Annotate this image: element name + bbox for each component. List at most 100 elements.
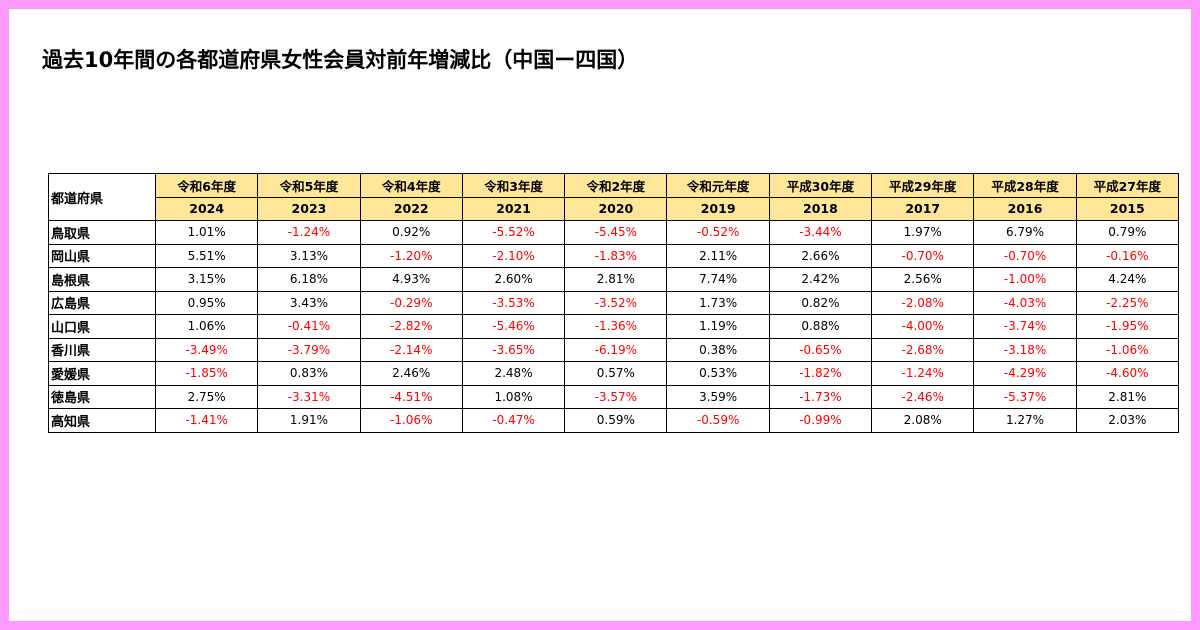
change-value-cell: -1.95% <box>1075 314 1179 339</box>
change-value-cell: 3.43% <box>257 290 361 315</box>
change-value-cell: 0.95% <box>154 290 259 315</box>
change-value-cell: -2.25% <box>1075 290 1179 315</box>
change-value-cell: 2.60% <box>461 267 566 292</box>
change-value-cell: -1.20% <box>359 243 463 268</box>
change-value-cell: 3.59% <box>666 384 770 409</box>
change-value-cell: -3.49% <box>154 337 259 362</box>
change-value-cell: 2.11% <box>666 243 770 268</box>
change-value-cell: 1.08% <box>461 384 566 409</box>
change-value-cell: -2.46% <box>871 384 975 409</box>
change-value-cell: -4.60% <box>1075 361 1179 386</box>
change-value-cell: 0.83% <box>257 361 361 386</box>
prefecture-column-header: 都道府県 <box>48 173 156 221</box>
change-value-cell: -2.68% <box>871 337 975 362</box>
change-value-cell: 2.81% <box>564 267 668 292</box>
year-header: 2018 <box>768 196 873 221</box>
year-header: 2024 <box>154 196 259 221</box>
era-header: 平成29年度 <box>871 173 975 198</box>
change-value-cell: 2.56% <box>871 267 975 292</box>
table-row: 岡山県 5.51% 3.13% -1.20% -2.10% -1.83% 2.11% 2.66… <box>48 243 1179 268</box>
change-value-cell: 1.97% <box>871 220 975 245</box>
change-value-cell: -0.70% <box>871 243 975 268</box>
change-value-cell: -4.51% <box>359 384 463 409</box>
change-value-cell: -5.45% <box>564 220 668 245</box>
change-value-cell: -0.29% <box>359 290 463 315</box>
era-header: 令和5年度 <box>257 173 361 198</box>
table-row: 徳島県 2.75% -3.31% -4.51% 1.08% -3.57% 3.59% -1.7… <box>48 384 1179 409</box>
change-value-cell: -0.16% <box>1075 243 1179 268</box>
change-value-cell: -5.37% <box>973 384 1077 409</box>
change-value-cell: -4.29% <box>973 361 1077 386</box>
membership-change-table: 都道府県 令和6年度 令和5年度 令和4年度 令和3年度 令和2年度 令和元年度… <box>48 173 1179 433</box>
change-value-cell: 6.79% <box>973 220 1077 245</box>
year-header: 2015 <box>1075 196 1179 221</box>
change-value-cell: -2.14% <box>359 337 463 362</box>
change-value-cell: 2.75% <box>154 384 259 409</box>
table-row: 島根県 3.15% 6.18% 4.93% 2.60% 2.81% 7.74% 2.42% 2.… <box>48 267 1179 292</box>
change-value-cell: 1.91% <box>257 408 361 433</box>
change-value-cell: 6.18% <box>257 267 361 292</box>
change-value-cell: -3.31% <box>257 384 361 409</box>
change-value-cell: 2.08% <box>871 408 975 433</box>
change-value-cell: 2.42% <box>768 267 873 292</box>
year-header: 2016 <box>973 196 1077 221</box>
change-value-cell: -0.52% <box>666 220 770 245</box>
era-header: 平成27年度 <box>1075 173 1179 198</box>
change-value-cell: -3.18% <box>973 337 1077 362</box>
change-value-cell: -0.70% <box>973 243 1077 268</box>
year-header: 2017 <box>871 196 975 221</box>
year-header: 2019 <box>666 196 770 221</box>
change-value-cell: 0.53% <box>666 361 770 386</box>
table-row: 鳥取県 1.01% -1.24% 0.92% -5.52% -5.45% -0.52% -3.… <box>48 220 1179 245</box>
change-value-cell: 2.46% <box>359 361 463 386</box>
change-value-cell: 0.82% <box>768 290 873 315</box>
change-value-cell: -3.52% <box>564 290 668 315</box>
change-value-cell: -6.19% <box>564 337 668 362</box>
change-value-cell: 1.27% <box>973 408 1077 433</box>
change-value-cell: -0.65% <box>768 337 873 362</box>
change-value-cell: 0.79% <box>1075 220 1179 245</box>
change-value-cell: -0.59% <box>666 408 770 433</box>
change-value-cell: 2.48% <box>461 361 566 386</box>
change-value-cell: -1.00% <box>973 267 1077 292</box>
era-header: 平成28年度 <box>973 173 1077 198</box>
era-header: 令和4年度 <box>359 173 463 198</box>
change-value-cell: 1.01% <box>154 220 259 245</box>
change-value-cell: 1.73% <box>666 290 770 315</box>
change-value-cell: -3.65% <box>461 337 566 362</box>
prefecture-name: 島根県 <box>48 267 156 292</box>
change-value-cell: 4.24% <box>1075 267 1179 292</box>
prefecture-name: 岡山県 <box>48 243 156 268</box>
era-header-row: 都道府県 令和6年度 令和5年度 令和4年度 令和3年度 令和2年度 令和元年度… <box>48 173 1179 221</box>
change-value-cell: 0.92% <box>359 220 463 245</box>
change-value-cell: 0.57% <box>564 361 668 386</box>
change-value-cell: -1.06% <box>1075 337 1179 362</box>
era-header: 平成30年度 <box>768 173 873 198</box>
table-row: 高知県 -1.41% 1.91% -1.06% -0.47% 0.59% -0.59% -0.… <box>48 408 1179 433</box>
change-value-cell: 0.38% <box>666 337 770 362</box>
change-value-cell: 4.93% <box>359 267 463 292</box>
prefecture-name: 高知県 <box>48 408 156 433</box>
era-header: 令和元年度 <box>666 173 770 198</box>
change-value-cell: 1.19% <box>666 314 770 339</box>
change-value-cell: -4.03% <box>973 290 1077 315</box>
page-title: 過去10年間の各都道府県女性会員対前年増減比（中国ー四国） <box>42 48 639 72</box>
change-value-cell: -5.46% <box>461 314 566 339</box>
year-header-row: 2024 2023 2022 2021 2020 2019 2018 2017 … <box>49 196 1179 221</box>
prefecture-name: 徳島県 <box>48 384 156 409</box>
change-value-cell: 3.13% <box>257 243 361 268</box>
change-value-cell: -1.85% <box>154 361 259 386</box>
table-row: 山口県 1.06% -0.41% -2.82% -5.46% -1.36% 1.19% 0.8… <box>48 314 1179 339</box>
change-value-cell: 7.74% <box>666 267 770 292</box>
change-value-cell: -1.36% <box>564 314 668 339</box>
change-value-cell: 2.03% <box>1075 408 1179 433</box>
change-value-cell: -1.24% <box>871 361 975 386</box>
change-value-cell: -1.06% <box>359 408 463 433</box>
change-value-cell: 5.51% <box>154 243 259 268</box>
prefecture-name: 香川県 <box>48 337 156 362</box>
change-value-cell: -5.52% <box>461 220 566 245</box>
year-header: 2023 <box>257 196 361 221</box>
change-value-cell: -4.00% <box>871 314 975 339</box>
prefecture-name: 山口県 <box>48 314 156 339</box>
